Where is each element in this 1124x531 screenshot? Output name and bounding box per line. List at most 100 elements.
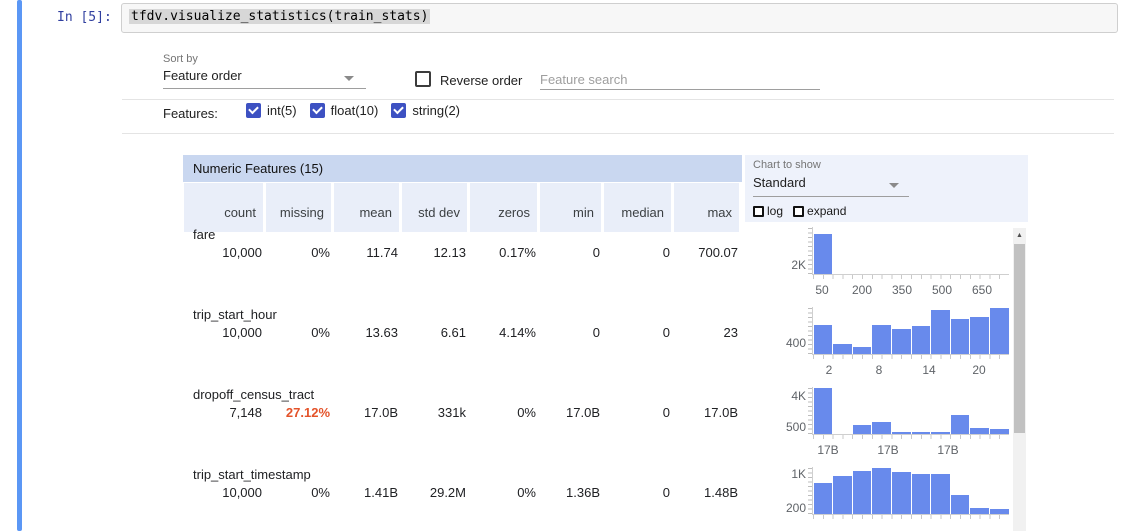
feature-row: dropoff_census_tract 7,148 27.12% 17.0B 331k… bbox=[0, 387, 1124, 467]
code-input[interactable]: tfdv.visualize_statistics(train_stats) bbox=[121, 3, 1118, 33]
feature-filter-int[interactable]: int(5) bbox=[246, 103, 297, 118]
feature-search-input[interactable]: Feature search bbox=[540, 72, 820, 90]
x-axis-ticks bbox=[813, 435, 1009, 439]
chart-to-show-label: Chart to show bbox=[753, 159, 821, 171]
chart-controls-panel: Chart to show Standard log expand bbox=[745, 155, 1028, 222]
histogram-bar bbox=[813, 483, 833, 514]
scrollbar[interactable]: ▲ bbox=[1013, 228, 1026, 531]
table-header: count missing mean std dev zeros min median max bbox=[183, 183, 742, 232]
histogram-y-tick-label: 500 bbox=[785, 420, 806, 434]
stat-missing: 0% bbox=[311, 325, 330, 340]
stat-min: 0 bbox=[592, 245, 600, 260]
histogram-bar bbox=[852, 425, 872, 434]
histogram-y-tick-label: 4K bbox=[791, 389, 806, 403]
histogram-bar bbox=[813, 325, 833, 354]
stat-mean: 13.63 bbox=[365, 325, 398, 340]
unchecked-checkbox-icon[interactable] bbox=[753, 205, 764, 217]
histogram-bar bbox=[931, 432, 950, 434]
stat-zeros: 4.14% bbox=[499, 325, 536, 340]
stat-median: 0 bbox=[662, 405, 670, 420]
log-checkbox[interactable]: log bbox=[753, 204, 783, 218]
stat-mean: 1.41B bbox=[364, 485, 398, 500]
expand-checkbox[interactable]: expand bbox=[793, 204, 846, 218]
feature-histogram bbox=[808, 307, 1009, 359]
y-axis-ticks bbox=[808, 228, 812, 274]
histogram-x-tick-label: 17B bbox=[877, 443, 899, 457]
stat-zeros: 0% bbox=[517, 405, 536, 420]
feature-filter-float[interactable]: float(10) bbox=[309, 103, 379, 118]
histogram-x-tick-label: 17B bbox=[817, 443, 839, 457]
checkbox-label: expand bbox=[807, 204, 847, 218]
scrollbar-up-icon[interactable]: ▲ bbox=[1016, 232, 1023, 239]
feature-filter-string[interactable]: string(2) bbox=[391, 103, 460, 118]
stat-max: 700.07 bbox=[698, 245, 738, 260]
stat-std-dev: 6.61 bbox=[440, 325, 466, 340]
histogram-bar bbox=[970, 317, 989, 354]
checkbox-label: log bbox=[767, 204, 784, 218]
chart-type-select[interactable]: Standard bbox=[753, 175, 909, 197]
feature-histogram bbox=[808, 387, 1009, 439]
stat-missing: 0% bbox=[311, 485, 330, 500]
x-axis-ticks bbox=[813, 515, 1009, 519]
y-axis-ticks bbox=[808, 308, 812, 354]
feature-name: dropoff_census_tract bbox=[193, 387, 315, 402]
x-axis-ticks bbox=[813, 275, 1009, 279]
filter-label: string(2) bbox=[412, 103, 461, 118]
reverse-order-checkbox[interactable] bbox=[415, 71, 431, 87]
stat-mean: 11.74 bbox=[366, 245, 398, 260]
y-axis-ticks bbox=[808, 388, 812, 434]
scrollbar-thumb[interactable] bbox=[1014, 244, 1025, 433]
stat-zeros: 0% bbox=[517, 485, 536, 500]
histogram-bar bbox=[990, 429, 1009, 434]
histogram-x-tick-label: 2 bbox=[825, 363, 833, 377]
histogram-y-tick-label: 400 bbox=[785, 336, 806, 350]
stat-max: 17.0B bbox=[704, 405, 738, 420]
stat-count: 7,148 bbox=[229, 405, 262, 420]
checked-checkbox-icon[interactable] bbox=[391, 103, 407, 118]
histogram-bar bbox=[911, 432, 931, 434]
histogram-x-tick-label: 50 bbox=[815, 283, 829, 297]
histogram-bar bbox=[872, 468, 891, 514]
feature-row: trip_start_timestamp 10,000 0% 1.41B 29.2M 0%… bbox=[0, 467, 1124, 531]
checked-checkbox-icon[interactable] bbox=[309, 103, 325, 118]
histogram-y-tick-label: 2K bbox=[791, 258, 806, 272]
y-axis-ticks bbox=[808, 468, 812, 514]
sort-by-label: Sort by bbox=[163, 53, 198, 65]
histogram-bar bbox=[911, 474, 931, 514]
feature-type-filters: int(5) float(10) string(2) bbox=[246, 103, 460, 118]
histogram-bar bbox=[950, 415, 970, 434]
checked-checkbox-icon[interactable] bbox=[246, 103, 261, 118]
histogram-bar bbox=[950, 495, 970, 514]
chart-option-checkboxes: log expand bbox=[753, 204, 846, 218]
stat-missing: 27.12% bbox=[285, 405, 330, 420]
stat-missing: 0% bbox=[311, 245, 330, 260]
histogram-bar bbox=[813, 234, 833, 274]
column-header-mean: mean bbox=[334, 183, 399, 232]
column-header-missing: missing bbox=[266, 183, 331, 232]
stat-std-dev: 12.13 bbox=[433, 245, 466, 260]
cell-selection-bar bbox=[17, 0, 22, 531]
feature-name: trip_start_timestamp bbox=[193, 467, 311, 482]
column-header-zeros: zeros bbox=[470, 183, 537, 232]
unchecked-checkbox-icon[interactable] bbox=[793, 205, 805, 217]
column-header-median: median bbox=[604, 183, 671, 232]
stat-count: 10,000 bbox=[222, 485, 262, 500]
histogram-bar bbox=[931, 474, 950, 514]
cell-prompt: In [5]: bbox=[57, 10, 112, 25]
reverse-order-label: Reverse order bbox=[440, 73, 523, 88]
histogram-x-tick-label: 650 bbox=[971, 283, 993, 297]
toolbar-divider bbox=[122, 99, 1114, 100]
histogram-x-tick-label: 14 bbox=[922, 363, 936, 377]
stat-max: 1.48B bbox=[704, 485, 738, 500]
feature-histogram bbox=[808, 227, 1009, 279]
stat-min: 17.0B bbox=[566, 405, 600, 420]
chevron-down-icon bbox=[889, 183, 899, 188]
stat-mean: 17.0B bbox=[364, 405, 398, 420]
stat-median: 0 bbox=[662, 485, 670, 500]
table-title: Numeric Features (15) bbox=[183, 155, 742, 182]
filter-label: float(10) bbox=[330, 103, 379, 118]
stat-median: 0 bbox=[662, 245, 670, 260]
sort-by-select[interactable]: Feature order bbox=[163, 68, 366, 89]
feature-row: fare 10,000 0% 11.74 12.13 0.17% 0 0 700.07 2K 50 2… bbox=[0, 227, 1124, 307]
chevron-down-icon bbox=[344, 76, 354, 81]
